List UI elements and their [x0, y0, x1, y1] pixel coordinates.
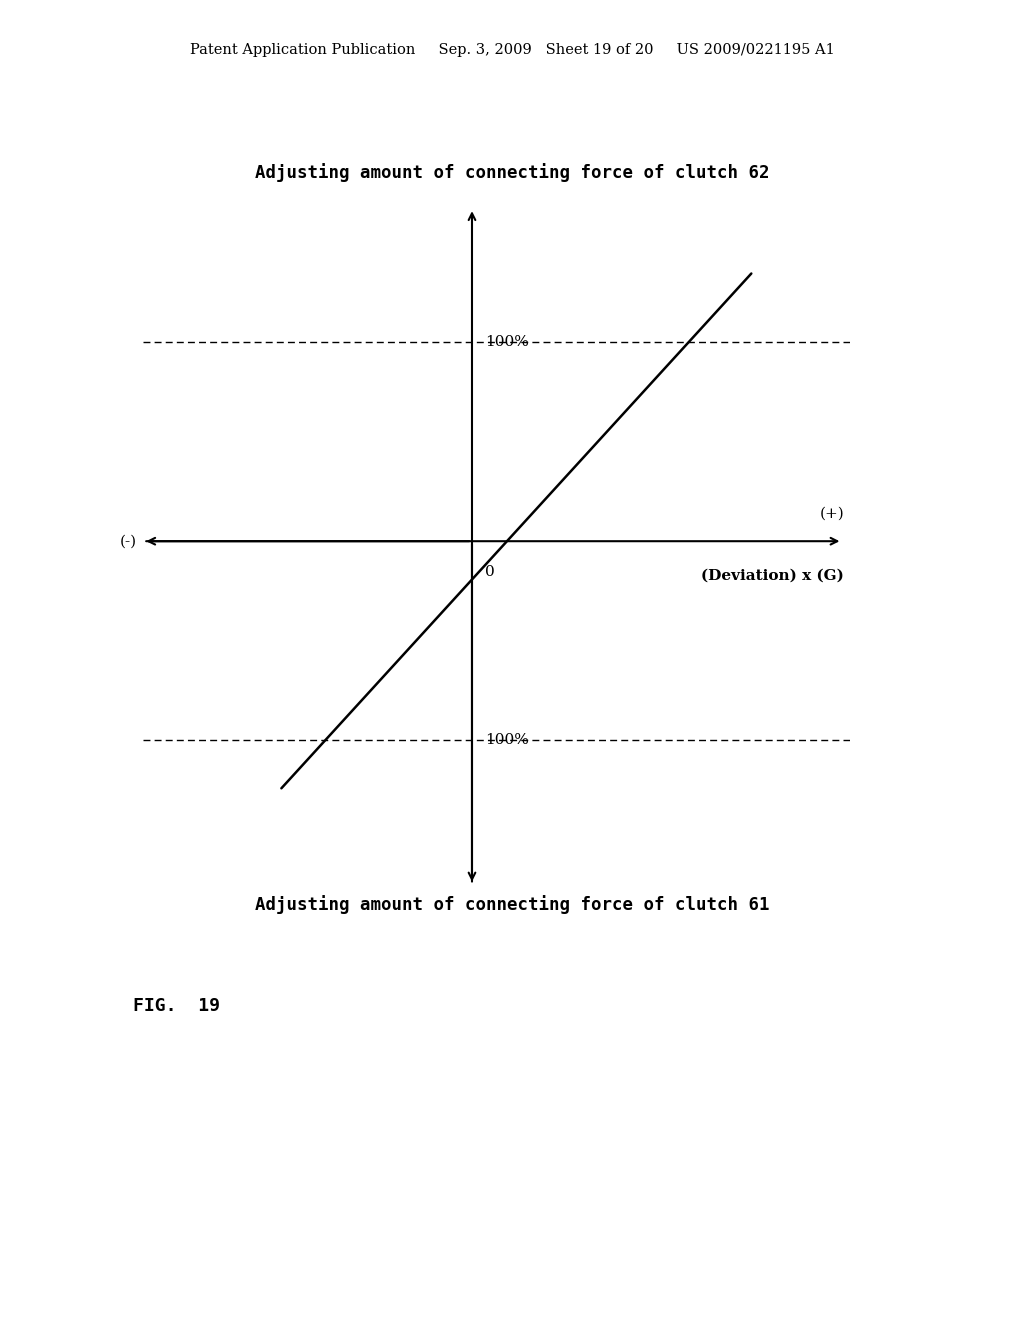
Text: Adjusting amount of connecting force of clutch 62: Adjusting amount of connecting force of …	[255, 164, 769, 182]
Text: 100%: 100%	[485, 335, 529, 350]
Text: 0: 0	[485, 565, 495, 579]
Text: Adjusting amount of connecting force of clutch 61: Adjusting amount of connecting force of …	[255, 895, 769, 913]
Text: Patent Application Publication     Sep. 3, 2009   Sheet 19 of 20     US 2009/022: Patent Application Publication Sep. 3, 2…	[189, 44, 835, 57]
Text: 100%: 100%	[485, 733, 529, 747]
Text: (Deviation) x (G): (Deviation) x (G)	[701, 569, 844, 582]
Text: (+): (+)	[819, 507, 844, 520]
Text: FIG.  19: FIG. 19	[133, 997, 220, 1015]
Text: (-): (-)	[120, 535, 137, 548]
